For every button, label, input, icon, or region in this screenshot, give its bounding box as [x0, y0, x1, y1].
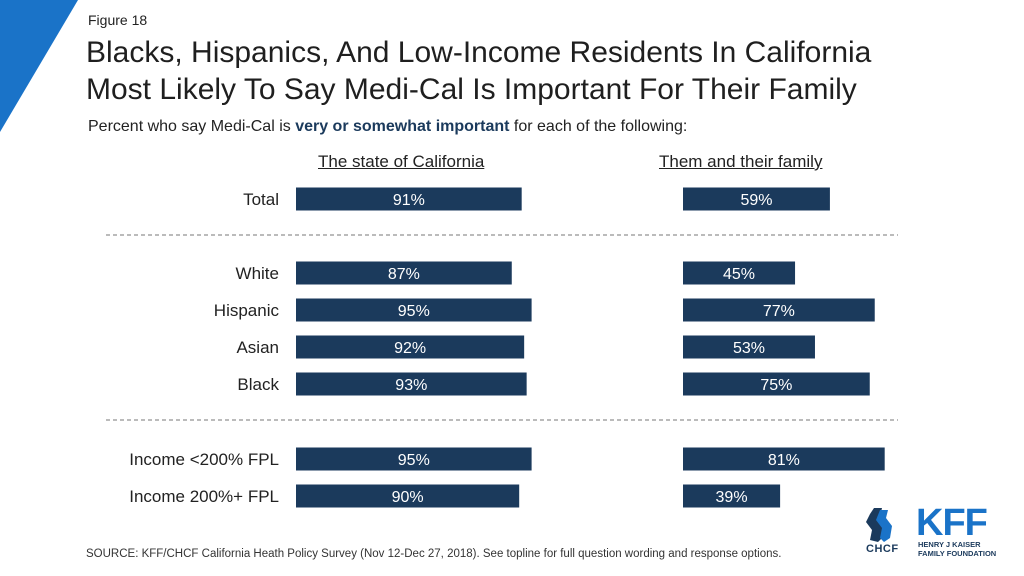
- data-label-state-income-200-fpl: 90%: [392, 489, 424, 506]
- chcf-logo-text: CHCF: [866, 543, 899, 555]
- data-label-state-asian: 92%: [394, 340, 426, 357]
- category-label-hispanic: Hispanic: [214, 301, 280, 320]
- data-label-state-income-200-fpl: 95%: [398, 452, 430, 469]
- bar-family-asian: [683, 335, 815, 359]
- data-label-family-hispanic: 77%: [763, 303, 795, 320]
- category-label-white: White: [236, 264, 279, 283]
- data-label-state-white: 87%: [388, 266, 420, 283]
- data-label-family-black: 75%: [760, 377, 792, 394]
- category-label-total: Total: [243, 190, 279, 209]
- column-header-state: The state of California: [318, 152, 485, 171]
- bar-state-hispanic: [296, 298, 532, 322]
- category-label-income-200-fpl: Income 200%+ FPL: [129, 487, 279, 506]
- bar-state-white: [296, 261, 512, 285]
- data-label-family-asian: 53%: [733, 340, 765, 357]
- kff-sub-line-2: FAMILY FOUNDATION: [918, 549, 997, 558]
- bar-family-white: [683, 261, 796, 285]
- data-label-state-black: 93%: [395, 377, 427, 394]
- category-label-asian: Asian: [236, 338, 279, 357]
- bar-state-income-200-fpl: [296, 447, 532, 471]
- data-label-state-total: 91%: [393, 192, 425, 209]
- bar-state-income-200-fpl: [296, 484, 520, 508]
- column-header-family: Them and their family: [659, 152, 823, 171]
- bar-family-income-200-fpl: [683, 484, 781, 508]
- bar-family-total: [683, 187, 830, 211]
- category-label-income-200-fpl: Income <200% FPL: [129, 450, 279, 469]
- kff-sub-line-1: HENRY J KAISER: [918, 540, 981, 549]
- subtitle-pre: Percent who say Medi-Cal is: [88, 118, 296, 135]
- title-line-1: Blacks, Hispanics, And Low-Income Reside…: [86, 36, 872, 69]
- data-label-family-white: 45%: [723, 266, 755, 283]
- kff-logo-subtitle: HENRY J KAISER FAMILY FOUNDATION: [918, 540, 996, 558]
- bar-state-asian: [296, 335, 525, 359]
- bar-family-black: [683, 372, 870, 396]
- corner-accent: [0, 0, 78, 132]
- kff-logo: KFF: [916, 502, 988, 544]
- title-line-2: Most Likely To Say Medi-Cal Is Important…: [86, 73, 857, 106]
- bar-state-black: [296, 372, 527, 396]
- source-note: SOURCE: KFF/CHCF California Heath Policy…: [86, 548, 782, 560]
- bar-state-total: [296, 187, 522, 211]
- chcf-logo-icon: [866, 508, 892, 542]
- bar-family-income-200-fpl: [683, 447, 885, 471]
- data-label-family-income-200-fpl: 39%: [716, 489, 748, 506]
- chart-title: Blacks, Hispanics, And Low-Income Reside…: [86, 34, 1006, 108]
- category-label-black: Black: [237, 375, 279, 394]
- bar-family-hispanic: [683, 298, 875, 322]
- data-label-family-total: 59%: [740, 192, 772, 209]
- data-label-family-income-200-fpl: 81%: [768, 452, 800, 469]
- data-label-state-hispanic: 95%: [398, 303, 430, 320]
- chart-subtitle: Percent who say Medi-Cal is very or some…: [88, 118, 687, 136]
- subtitle-post: for each of the following:: [509, 118, 688, 135]
- subtitle-bold: very or somewhat important: [295, 118, 510, 135]
- figure-label: Figure 18: [88, 12, 148, 28]
